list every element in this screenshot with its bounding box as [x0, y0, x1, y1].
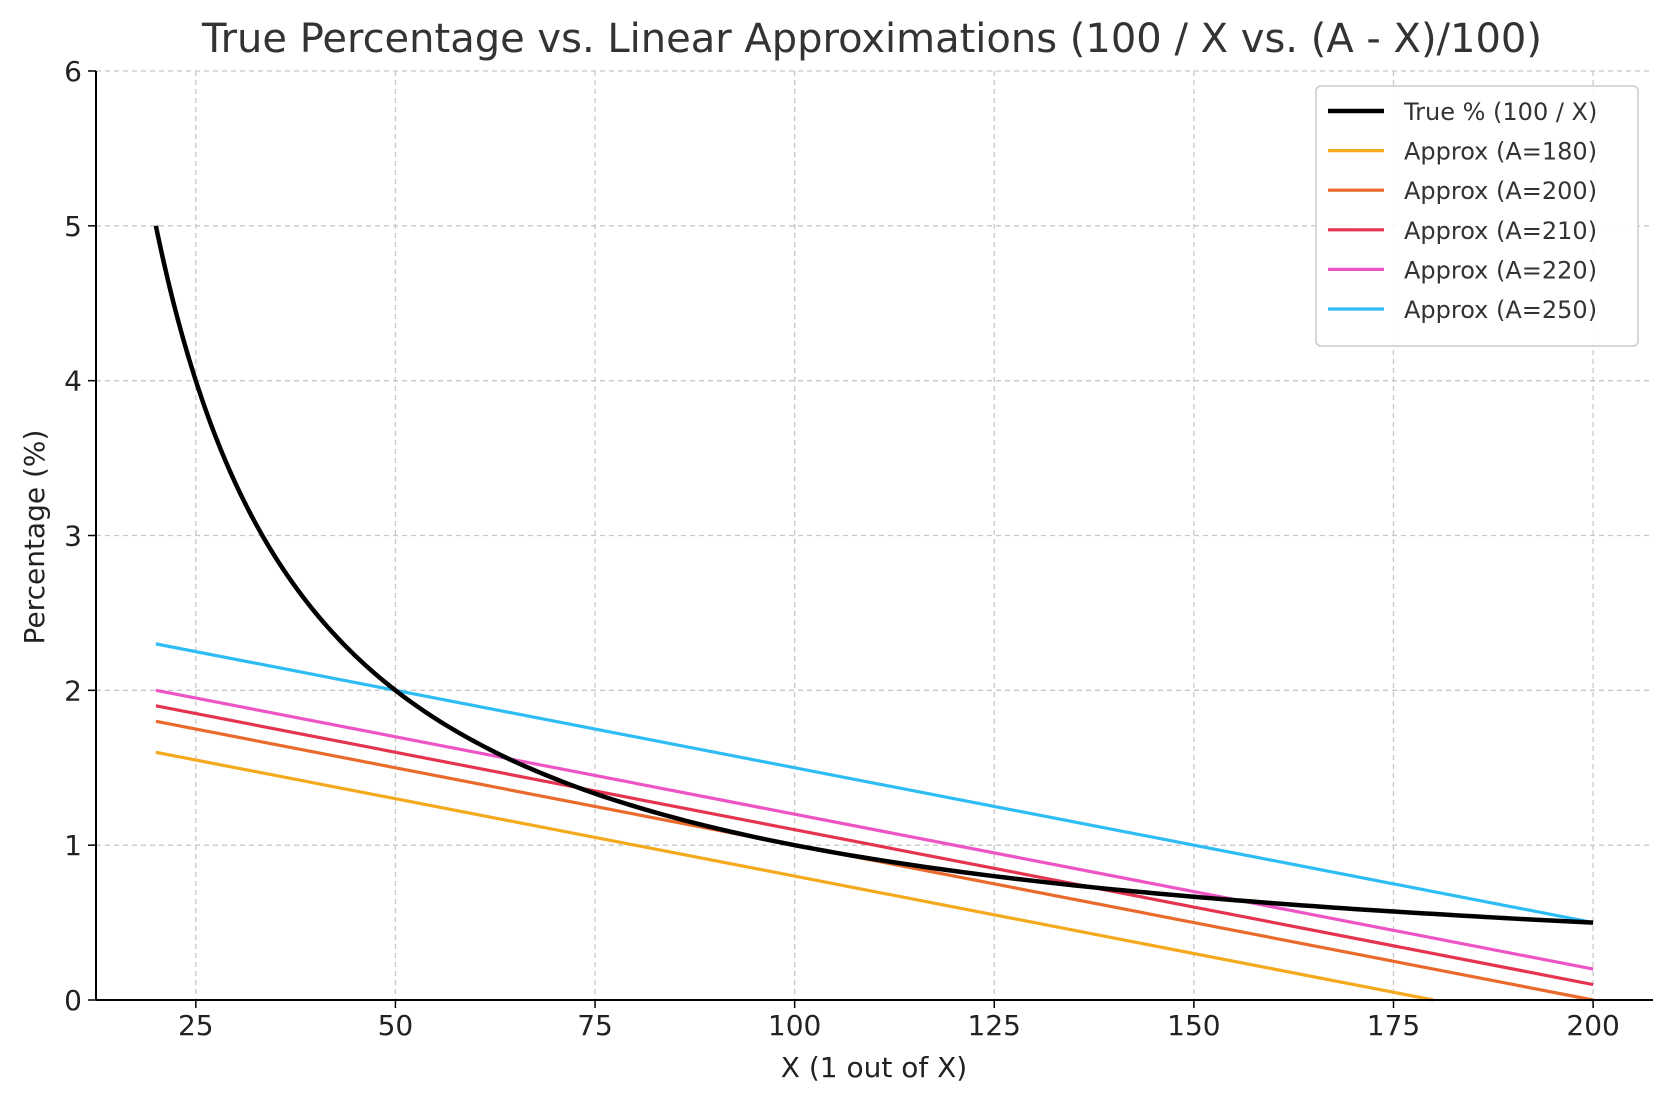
series-line — [155, 642, 1594, 925]
y-tick-label: 1 — [64, 829, 82, 862]
ticks: 25 50 75 100 125 150 175 200 0 1 2 3 4 5 6 — [64, 55, 1620, 1042]
x-tick-label: 75 — [577, 1009, 613, 1042]
legend-label: Approx (A=220) — [1404, 256, 1597, 284]
legend-label: Approx (A=250) — [1404, 296, 1597, 324]
series-line — [155, 688, 1594, 971]
plot-area — [153, 225, 1594, 1002]
y-tick-label: 5 — [64, 210, 82, 243]
legend: True % (100 / X) Approx (A=180) Approx (A=… — [1315, 85, 1639, 347]
y-tick-label: 0 — [64, 984, 82, 1017]
y-axis-label: Percentage (%) — [18, 430, 51, 645]
x-tick-label: 150 — [1167, 1009, 1220, 1042]
legend-label: True % (100 / X) — [1403, 98, 1597, 126]
legend-label: Approx (A=180) — [1404, 138, 1597, 166]
x-tick-label: 200 — [1566, 1009, 1619, 1042]
legend-label: Approx (A=200) — [1404, 177, 1597, 205]
x-tick-label: 25 — [178, 1009, 214, 1042]
legend-box — [1315, 85, 1639, 347]
series-line — [155, 750, 1434, 1002]
x-tick-label: 175 — [1367, 1009, 1420, 1042]
y-tick-label: 3 — [64, 520, 82, 553]
legend-label: Approx (A=210) — [1404, 217, 1597, 245]
y-tick-label: 2 — [64, 674, 82, 707]
y-tick-label: 4 — [64, 365, 82, 398]
x-tick-label: 100 — [768, 1009, 821, 1042]
x-axis-label: X (1 out of X) — [781, 1051, 967, 1084]
series-line — [155, 704, 1594, 987]
x-tick-label: 50 — [378, 1009, 414, 1042]
x-tick-label: 125 — [968, 1009, 1021, 1042]
y-tick-label: 6 — [64, 55, 82, 88]
chart-title: True Percentage vs. Linear Approximation… — [201, 16, 1542, 62]
series-line — [153, 225, 1594, 925]
